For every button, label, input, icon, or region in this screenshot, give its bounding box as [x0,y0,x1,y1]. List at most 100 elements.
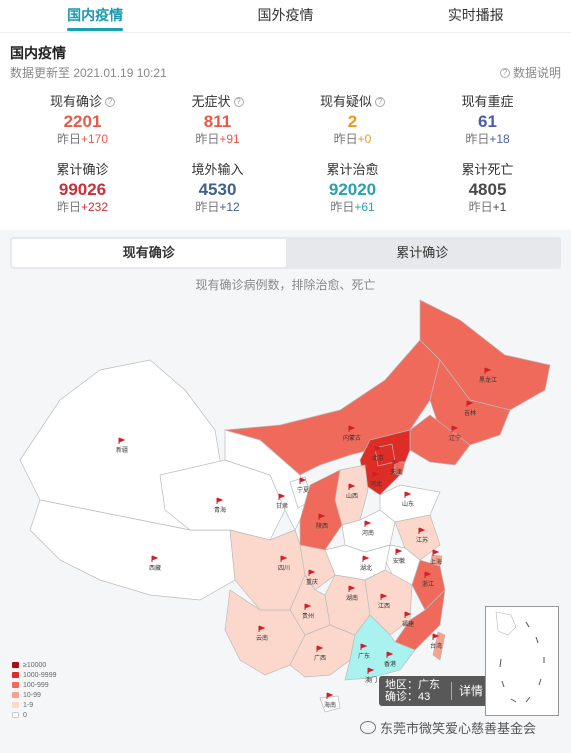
legend-swatch [12,702,19,708]
stat-card: 现有重症 61 昨日+18 [420,93,555,153]
province-label-xianggang: 香港 [384,660,396,668]
flag-icon [451,425,459,432]
stat-label: 累计治愈 [326,162,379,177]
stat-value: 61 [478,112,497,131]
south-china-sea-inset [485,606,559,716]
flag-icon [318,513,326,520]
region-tianjin[interactable] [393,461,406,476]
province-label-chongqing: 重庆 [306,578,318,586]
region-xizang[interactable] [29,499,236,601]
province-label-guizhou: 贵州 [302,612,314,620]
province-label-gansu: 甘肃 [276,502,288,510]
stat-delta: 昨日+232 [56,200,109,214]
stat-card: 现有确诊? 2201 昨日+170 [15,93,150,153]
province-label-ningxia: 宁夏 [297,486,309,494]
flag-icon [404,491,412,498]
province-label-guangxi: 广西 [314,654,326,662]
region-hainan[interactable] [319,695,341,713]
data-explain-label: 数据说明 [512,66,561,80]
province-label-xinjiang: 新疆 [116,446,128,454]
province-label-guangdong: 广东 [358,652,370,660]
legend-item: 10-99 [12,690,56,700]
flag-icon [348,425,356,432]
flag-icon [372,471,380,478]
stat-value: 811 [203,112,232,131]
map-tooltip: 地区：广东 确诊：43 详情 › [379,676,495,706]
legend-item: 1-9 [12,700,56,710]
stat-label: 无症状 [191,94,231,109]
region-chongqing[interactable] [299,544,336,591]
region-guangdong[interactable] [344,614,416,681]
province-label-shanghai: 上海 [430,558,442,566]
legend-item: 1000-9999 [12,670,56,680]
flag-icon [432,549,440,556]
legend-swatch [12,662,19,668]
flag-icon [278,493,286,500]
province-label-jiangsu: 江苏 [416,536,428,544]
province-label-jiangxi: 江西 [378,603,390,610]
province-label-henan: 河南 [362,529,374,537]
help-icon[interactable]: ? [233,97,244,107]
data-explain-link[interactable]: ? 数据说明 [499,64,561,81]
flag-icon [299,477,307,484]
legend-swatch [12,672,19,678]
stat-value: 2 [347,112,358,131]
province-label-neimenggu: 内蒙古 [343,434,361,442]
tab-domestic[interactable]: 国内疫情 [0,0,190,32]
flag-icon [316,645,324,652]
help-icon[interactable]: ? [105,97,115,107]
province-label-zhejiang: 浙江 [422,580,434,588]
stat-card: 累计死亡 4805 昨日+1 [420,161,555,221]
province-label-liaoning: 辽宁 [449,434,461,442]
legend-item: 100-999 [12,680,56,690]
region-zhejiang[interactable] [411,559,446,611]
stat-label: 现有疑似 [319,94,372,109]
flag-icon [404,611,412,618]
tab-live[interactable]: 实时播报 [447,7,504,23]
province-label-sichuan: 四川 [278,565,290,572]
stat-delta: 昨日+18 [465,132,510,146]
stat-label: 现有确诊 [49,94,102,109]
legend-swatch [12,692,19,698]
section-title: 国内疫情 [10,45,66,61]
toggle-current-confirmed[interactable]: 现有确诊 [12,239,286,267]
flag-icon [348,483,356,490]
flag-icon [151,555,159,562]
flag-icon [326,692,334,699]
inset-map [495,611,545,703]
province-label-yunnan: 云南 [256,634,268,642]
province-label-shanxi: 山西 [346,492,358,500]
flag-icon [432,633,440,640]
tab-foreign[interactable]: 国外疫情 [257,7,314,23]
flag-icon [424,571,432,578]
toggle-total-confirmed[interactable]: 累计确诊 [396,245,449,260]
legend-item: 0 [12,710,56,720]
region-taiwan[interactable] [432,631,446,661]
top-tabs: 国内疫情 国外疫情 实时播报 [0,0,571,33]
province-label-heilongjiang: 黑龙江 [479,376,497,384]
province-label-aomen: 澳门 [365,676,377,684]
stats-grid: 现有确诊? 2201 昨日+170 无症状? 811 昨日+91 现有疑似? 2 昨日+0 现有重… [15,93,555,221]
help-icon[interactable]: ? [375,97,385,107]
flag-icon [395,548,403,555]
region-shaanxi[interactable] [299,469,343,551]
flag-icon [118,437,126,444]
province-label-shaanxi: 陕西 [316,522,328,530]
stat-label: 累计确诊 [56,162,109,177]
flag-icon [484,367,492,374]
flag-icon [216,497,224,504]
tooltip-region: 地区：广东 [385,679,440,691]
stat-delta: 昨日+1 [468,200,507,214]
province-label-tianjin: 天津 [390,469,402,476]
stat-label: 现有重症 [461,94,514,109]
province-label-hebei: 河北 [370,480,382,488]
stat-label: 境外输入 [191,162,244,177]
map-legend: ≥10000 1000-9999 100-999 10-99 1-9 0 [12,660,56,720]
province-label-beijing: 北京 [372,454,384,462]
region-heilongjiang[interactable] [419,299,551,411]
map-toggle: 现有确诊 累计确诊 [10,237,561,269]
stat-value: 4805 [468,180,507,199]
stat-card: 累计确诊 99026 昨日+232 [15,161,150,221]
map-subtitle: 现有确诊病例数，排除治愈、死亡 [195,278,376,292]
